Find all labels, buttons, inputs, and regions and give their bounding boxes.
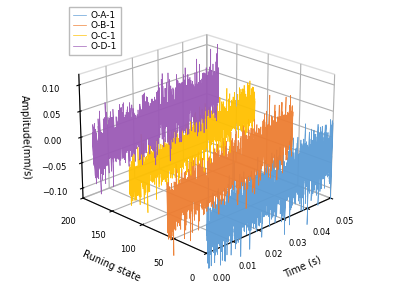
Y-axis label: Runing state: Runing state: [81, 249, 142, 282]
Legend: O-A-1, O-B-1, O-C-1, O-D-1: O-A-1, O-B-1, O-C-1, O-D-1: [69, 7, 121, 55]
X-axis label: Time (s): Time (s): [281, 254, 321, 279]
